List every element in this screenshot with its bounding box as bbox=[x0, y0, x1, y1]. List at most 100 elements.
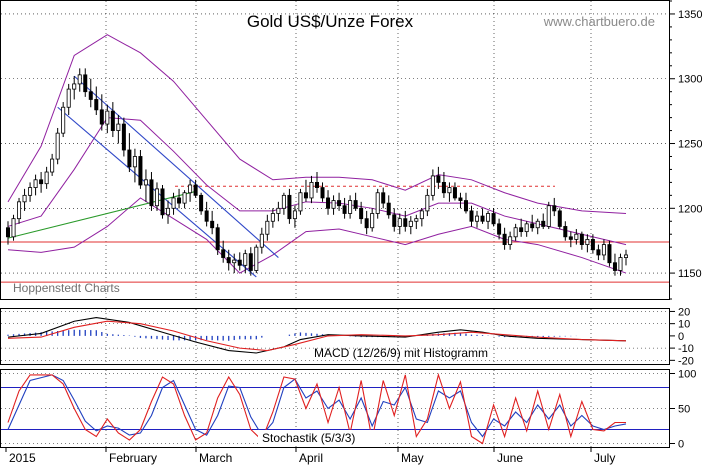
candle-body bbox=[160, 188, 165, 216]
candle-body bbox=[419, 210, 424, 220]
candle-body bbox=[270, 213, 275, 222]
candle bbox=[39, 172, 44, 193]
candle bbox=[281, 192, 286, 215]
candle bbox=[463, 192, 468, 214]
candle bbox=[364, 210, 369, 235]
horizontal-levels bbox=[1, 185, 669, 283]
candle-body bbox=[381, 192, 386, 204]
candle-body bbox=[83, 74, 88, 93]
candle-body bbox=[491, 213, 496, 225]
candle bbox=[259, 227, 264, 254]
candle bbox=[502, 227, 507, 250]
x-tick-label: May bbox=[401, 451, 424, 465]
candle bbox=[309, 175, 314, 204]
candle bbox=[414, 214, 419, 230]
candle-body bbox=[50, 158, 55, 173]
candle-body bbox=[243, 253, 248, 266]
price-tick-label: 1200 bbox=[678, 203, 702, 215]
x-tick-label: June bbox=[497, 451, 523, 465]
candle bbox=[480, 208, 485, 224]
candle bbox=[265, 214, 270, 241]
price-tick-label: 1150 bbox=[678, 268, 702, 280]
candle bbox=[348, 195, 353, 219]
candle bbox=[563, 221, 568, 241]
candle-body bbox=[132, 156, 137, 168]
candle bbox=[596, 244, 601, 261]
candle bbox=[359, 201, 364, 224]
candle bbox=[303, 179, 308, 202]
candle bbox=[248, 247, 253, 276]
candle bbox=[579, 231, 584, 250]
candle-body bbox=[337, 200, 342, 207]
candle-body bbox=[375, 192, 380, 214]
candle-body bbox=[248, 253, 253, 271]
stochastic-d-line bbox=[7, 374, 627, 438]
candle-body bbox=[188, 184, 193, 194]
candle-body bbox=[28, 187, 33, 196]
candle bbox=[66, 83, 71, 116]
candle-body bbox=[469, 210, 474, 222]
candle bbox=[624, 249, 629, 266]
candle-body bbox=[292, 210, 297, 220]
candle-body bbox=[287, 194, 292, 220]
price-axis: 1150 1200 1250 1300 1350 bbox=[669, 0, 702, 300]
macd-signal-line bbox=[7, 320, 627, 352]
source-label: www.chartbuero.de bbox=[543, 14, 655, 29]
x-tick-label: February bbox=[109, 451, 157, 465]
candle bbox=[28, 182, 33, 202]
candle-body bbox=[524, 223, 529, 233]
candle bbox=[436, 166, 441, 189]
macd-tick-label: -10 bbox=[678, 343, 694, 355]
candle-body bbox=[497, 223, 502, 235]
candle-body bbox=[237, 259, 242, 266]
x-tick-label: 2015 bbox=[9, 451, 36, 465]
candle-body bbox=[116, 123, 121, 131]
candle bbox=[475, 210, 480, 228]
candle bbox=[497, 218, 502, 240]
candle bbox=[132, 148, 137, 183]
candle-body bbox=[199, 194, 204, 212]
macd-label: MACD (12/26/9) mit Histogramm bbox=[314, 346, 488, 360]
candle bbox=[199, 192, 204, 215]
credit-label: Hoppenstedt Charts bbox=[13, 281, 120, 295]
candle-body bbox=[475, 215, 480, 222]
candle bbox=[110, 102, 115, 138]
candle-body bbox=[579, 233, 584, 245]
candle-body bbox=[210, 220, 215, 229]
candle bbox=[287, 188, 292, 224]
candle bbox=[447, 182, 452, 202]
candle-body bbox=[298, 192, 303, 212]
candle-body bbox=[546, 205, 551, 227]
candle-body bbox=[342, 205, 347, 214]
candle-body bbox=[624, 254, 629, 258]
candle bbox=[166, 200, 171, 224]
candle bbox=[535, 218, 540, 235]
price-gridlines bbox=[1, 13, 669, 274]
macd-tick-label: 20 bbox=[678, 306, 690, 318]
candle bbox=[138, 150, 143, 189]
candle bbox=[430, 169, 435, 201]
stochastic-tick-label: 100 bbox=[678, 369, 696, 381]
x-tick-label: July bbox=[594, 451, 615, 465]
candle-body bbox=[11, 218, 16, 238]
candle-body bbox=[72, 83, 77, 90]
candle-body bbox=[508, 236, 513, 245]
candle-body bbox=[265, 220, 270, 235]
candle bbox=[143, 169, 148, 202]
candle bbox=[541, 213, 546, 230]
candle bbox=[94, 86, 99, 116]
candle-body bbox=[331, 200, 336, 209]
candle-body bbox=[486, 213, 491, 222]
x-axis: 2015 February March April May June July bbox=[5, 447, 615, 465]
x-tick-label: April bbox=[299, 451, 323, 465]
macd-tick-label: 0 bbox=[678, 331, 684, 343]
stochastic-levels bbox=[1, 387, 669, 430]
candle bbox=[171, 192, 176, 215]
candle bbox=[601, 239, 606, 261]
candle-body bbox=[276, 207, 281, 214]
candle-body bbox=[221, 249, 226, 258]
candle-body bbox=[326, 197, 331, 209]
candle bbox=[612, 253, 617, 276]
candle-body bbox=[596, 249, 601, 256]
